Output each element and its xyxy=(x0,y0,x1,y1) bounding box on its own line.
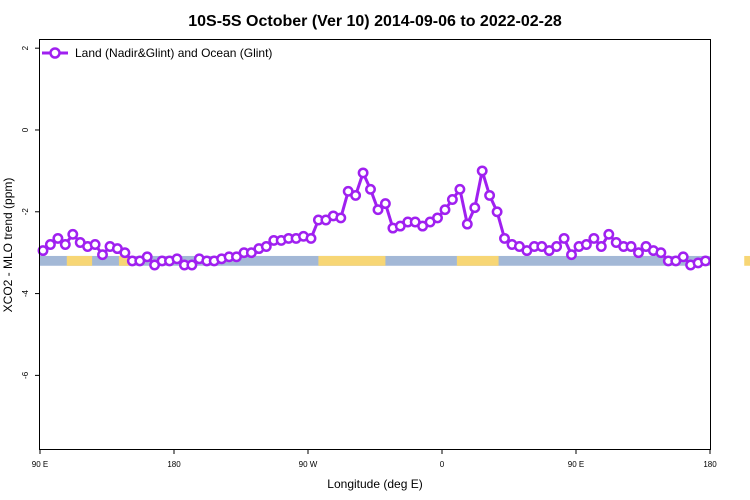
data-point xyxy=(59,239,71,250)
data-point xyxy=(357,167,369,179)
data-point xyxy=(67,228,79,240)
data-point xyxy=(580,239,592,250)
data-point xyxy=(52,232,64,244)
data-point xyxy=(260,241,272,252)
chart-title: 10S-5S October (Ver 10) 2014-09-06 to 20… xyxy=(188,13,562,30)
data-point xyxy=(372,204,384,216)
data-point xyxy=(677,251,689,263)
x-tick-label: 90 E xyxy=(32,460,48,469)
y-tick-label: 2 xyxy=(21,45,30,50)
data-point xyxy=(365,183,376,195)
data-point xyxy=(432,212,443,224)
x-tick-label: 90 E xyxy=(568,460,584,469)
series-line xyxy=(42,169,706,267)
data-point xyxy=(551,241,563,252)
land-segment xyxy=(744,255,750,266)
data-point xyxy=(484,189,496,201)
x-axis: 90 E 180 90 W 0 90 E 180 xyxy=(32,449,717,469)
plot-area xyxy=(37,165,750,271)
data-point xyxy=(439,204,451,216)
data-point xyxy=(700,255,711,267)
data-point xyxy=(141,251,153,263)
x-tick-label: 90 W xyxy=(299,460,318,469)
data-point xyxy=(171,253,183,265)
y-tick-label: -2 xyxy=(21,208,30,216)
data-point xyxy=(633,247,644,259)
data-point xyxy=(469,202,481,214)
data-point xyxy=(350,189,362,201)
data-point xyxy=(499,232,510,244)
x-tick-label: 0 xyxy=(440,460,445,469)
land-segment xyxy=(118,255,130,266)
data-point xyxy=(89,239,101,250)
data-point xyxy=(379,198,391,210)
data-point xyxy=(37,245,49,257)
data-point xyxy=(335,212,347,224)
x-tick-label: 180 xyxy=(167,460,181,469)
land-segment xyxy=(318,255,386,266)
plot-frame xyxy=(39,39,711,450)
data-point xyxy=(625,241,637,252)
data-point xyxy=(461,218,473,230)
legend: Land (Nadir&Glint) and Ocean (Glint) xyxy=(42,46,272,60)
data-point xyxy=(454,183,466,195)
data-point xyxy=(491,206,503,218)
data-point xyxy=(595,241,607,252)
y-tick-label: -6 xyxy=(21,371,30,379)
data-point xyxy=(305,232,317,244)
y-axis: 2 0 -2 -4 -6 xyxy=(21,45,40,379)
x-axis-label: Longitude (deg E) xyxy=(327,477,422,491)
legend-marker xyxy=(49,47,61,59)
data-point xyxy=(44,239,56,250)
data-point xyxy=(655,247,667,259)
data-point xyxy=(558,232,570,244)
data-point xyxy=(119,247,131,259)
legend-label: Land (Nadir&Glint) and Ocean (Glint) xyxy=(75,46,272,60)
land-segment xyxy=(66,255,93,266)
data-point xyxy=(566,249,577,261)
data-point xyxy=(186,259,198,271)
data-point xyxy=(446,194,458,205)
land-segment xyxy=(456,255,499,266)
data-point xyxy=(603,228,615,240)
data-point xyxy=(97,249,108,261)
y-tick-label: -4 xyxy=(21,289,30,297)
y-tick-label: 0 xyxy=(21,127,30,132)
data-point xyxy=(476,165,488,177)
y-axis-label: XCO2 - MLO trend (ppm) xyxy=(1,178,15,313)
data-point xyxy=(588,232,600,244)
x-tick-label: 180 xyxy=(703,460,717,469)
